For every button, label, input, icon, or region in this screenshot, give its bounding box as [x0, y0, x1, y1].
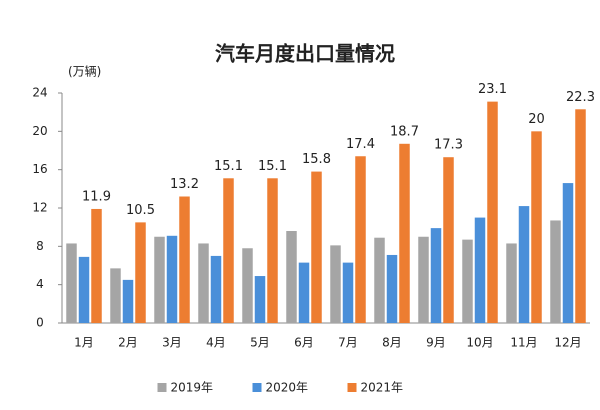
value-label: 17.4 — [346, 137, 375, 152]
y-tick-label: 20 — [32, 124, 47, 138]
value-label: 15.1 — [214, 159, 243, 174]
bar — [562, 183, 574, 323]
bar — [518, 206, 530, 323]
value-label: 23.1 — [478, 82, 507, 97]
bar — [531, 131, 542, 323]
x-tick-label: 7月 — [338, 336, 358, 350]
bar — [210, 255, 222, 323]
bar — [242, 248, 253, 323]
bar — [443, 157, 454, 323]
bar — [286, 231, 297, 323]
bar — [374, 237, 385, 323]
bar — [223, 178, 234, 323]
bar — [575, 109, 586, 324]
value-label: 13.2 — [170, 177, 199, 192]
y-tick-label: 16 — [32, 162, 47, 176]
x-tick-label: 8月 — [382, 336, 402, 350]
legend-label: 2020年 — [266, 381, 309, 395]
x-tick-label: 5月 — [250, 336, 270, 350]
y-axis-label: (万辆) — [68, 65, 101, 79]
legend-label: 2019年 — [171, 381, 214, 395]
y-tick-label: 12 — [32, 201, 47, 215]
y-tick-label: 4 — [36, 277, 44, 291]
bar — [474, 217, 486, 323]
legend-label: 2021年 — [361, 381, 404, 395]
y-tick-label: 8 — [36, 239, 44, 253]
bar — [122, 279, 134, 323]
x-tick-label: 9月 — [426, 336, 446, 350]
x-tick-label: 3月 — [162, 336, 182, 350]
bar — [330, 245, 341, 323]
bar — [550, 220, 561, 323]
bar — [154, 236, 165, 323]
bar — [267, 178, 278, 323]
bar — [66, 243, 77, 323]
value-label: 11.9 — [82, 189, 111, 204]
value-label: 17.3 — [434, 138, 463, 153]
bar — [506, 243, 517, 323]
bar — [91, 208, 102, 323]
x-tick-label: 10月 — [466, 336, 493, 350]
bar — [298, 262, 310, 323]
legend-swatch — [252, 383, 262, 392]
value-label: 15.8 — [302, 152, 331, 167]
bar — [135, 222, 146, 323]
value-label: 22.3 — [566, 90, 595, 105]
bar — [342, 262, 354, 323]
x-tick-label: 1月 — [74, 336, 94, 350]
bar — [487, 101, 498, 323]
bar — [110, 268, 121, 323]
bar — [179, 196, 190, 323]
y-tick-label: 24 — [32, 86, 47, 100]
bar — [399, 143, 410, 323]
legend-swatch — [347, 383, 357, 392]
x-tick-label: 2月 — [118, 336, 138, 350]
bar — [386, 254, 398, 323]
bar — [430, 228, 442, 323]
bar — [355, 156, 366, 323]
bar — [166, 235, 178, 323]
bar — [462, 239, 473, 323]
value-label: 20 — [528, 112, 545, 127]
bar — [418, 236, 429, 323]
bar — [254, 276, 266, 323]
x-tick-label: 12月 — [554, 336, 581, 350]
bar — [78, 256, 90, 323]
legend-swatch — [157, 383, 167, 392]
chart-title: 汽车月度出口量情况 — [215, 42, 395, 66]
y-tick-label: 0 — [36, 316, 44, 330]
value-label: 15.1 — [258, 159, 287, 174]
bar — [311, 171, 322, 323]
x-tick-label: 6月 — [294, 336, 314, 350]
x-tick-label: 11月 — [510, 336, 537, 350]
bar — [198, 243, 209, 323]
value-label: 18.7 — [390, 124, 419, 139]
x-tick-label: 4月 — [206, 336, 226, 350]
value-label: 10.5 — [126, 203, 155, 218]
